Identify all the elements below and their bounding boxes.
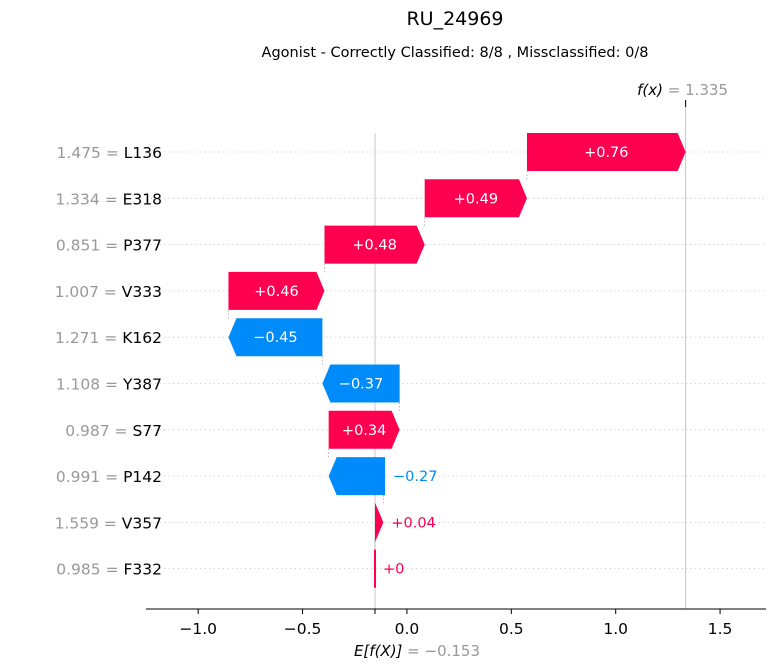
bar-value-label: +0.49: [454, 191, 498, 207]
x-tick-label: 1.0: [603, 620, 628, 638]
x-tick-label: −1.0: [179, 620, 217, 638]
bar-value-label: −0.27: [393, 469, 437, 485]
bar-value-label: −0.45: [253, 330, 297, 346]
feature-label: 0.851 = P377: [56, 237, 162, 255]
bar-p142: [328, 457, 386, 496]
feature-label: 0.991 = P142: [56, 468, 162, 486]
feature-label: 1.559 = V357: [55, 514, 162, 532]
chart-subtitle: Agonist - Correctly Classified: 8/8 , Mi…: [262, 45, 649, 61]
x-tick-label: 0.0: [395, 620, 420, 638]
bar-y387: [322, 364, 400, 403]
bar-value-label: −0.37: [339, 377, 383, 393]
feature-labels: 1.475 = L136 1.334 = E318 0.851 = P377 1.00…: [55, 144, 162, 579]
feature-label: 1.007 = V333: [55, 283, 162, 301]
final-value-annotation: f(x) = 1.335: [637, 81, 728, 99]
bar-value-label: +0: [383, 562, 404, 578]
x-axis: −1.0 −0.5 0.0 0.5 1.0 1.5: [146, 608, 766, 638]
bar-value-label: +0.48: [352, 238, 396, 254]
x-tick-label: −0.5: [284, 620, 322, 638]
bar-f332: [374, 549, 377, 588]
x-tick-label: 1.5: [708, 620, 733, 638]
bar-v333: [228, 271, 325, 310]
chart-title: RU_24969: [406, 8, 503, 30]
x-tick-label: 0.5: [499, 620, 524, 638]
feature-label: 0.985 = F332: [56, 561, 162, 579]
contribution-bars: +0.76 +0.49 +0.48 +0.46 −0.45 −0.37 +0.34 −0.27…: [228, 133, 686, 588]
feature-label: 1.334 = E318: [55, 190, 162, 208]
bar-l136: [526, 133, 686, 171]
feature-label: 0.987 = S77: [65, 422, 162, 440]
bar-value-label: +0.76: [584, 145, 628, 161]
bar-value-label: +0.34: [342, 423, 386, 439]
feature-label: 1.475 = L136: [57, 144, 162, 162]
bar-value-label: +0.46: [254, 284, 298, 300]
bar-s77: [328, 410, 400, 449]
feature-label: 1.271 = K162: [55, 329, 162, 347]
bar-e318: [424, 179, 527, 218]
bar-value-label: +0.04: [391, 515, 435, 531]
feature-label: 1.108 = Y387: [56, 376, 162, 394]
bar-p377: [324, 225, 425, 264]
base-value-annotation: E[f(X)] = −0.153: [354, 642, 480, 660]
bar-k162: [228, 318, 323, 357]
value-annotations: f(x) = 1.335 E[f(X)] = −0.153: [354, 81, 728, 660]
bar-v357: [375, 503, 384, 542]
